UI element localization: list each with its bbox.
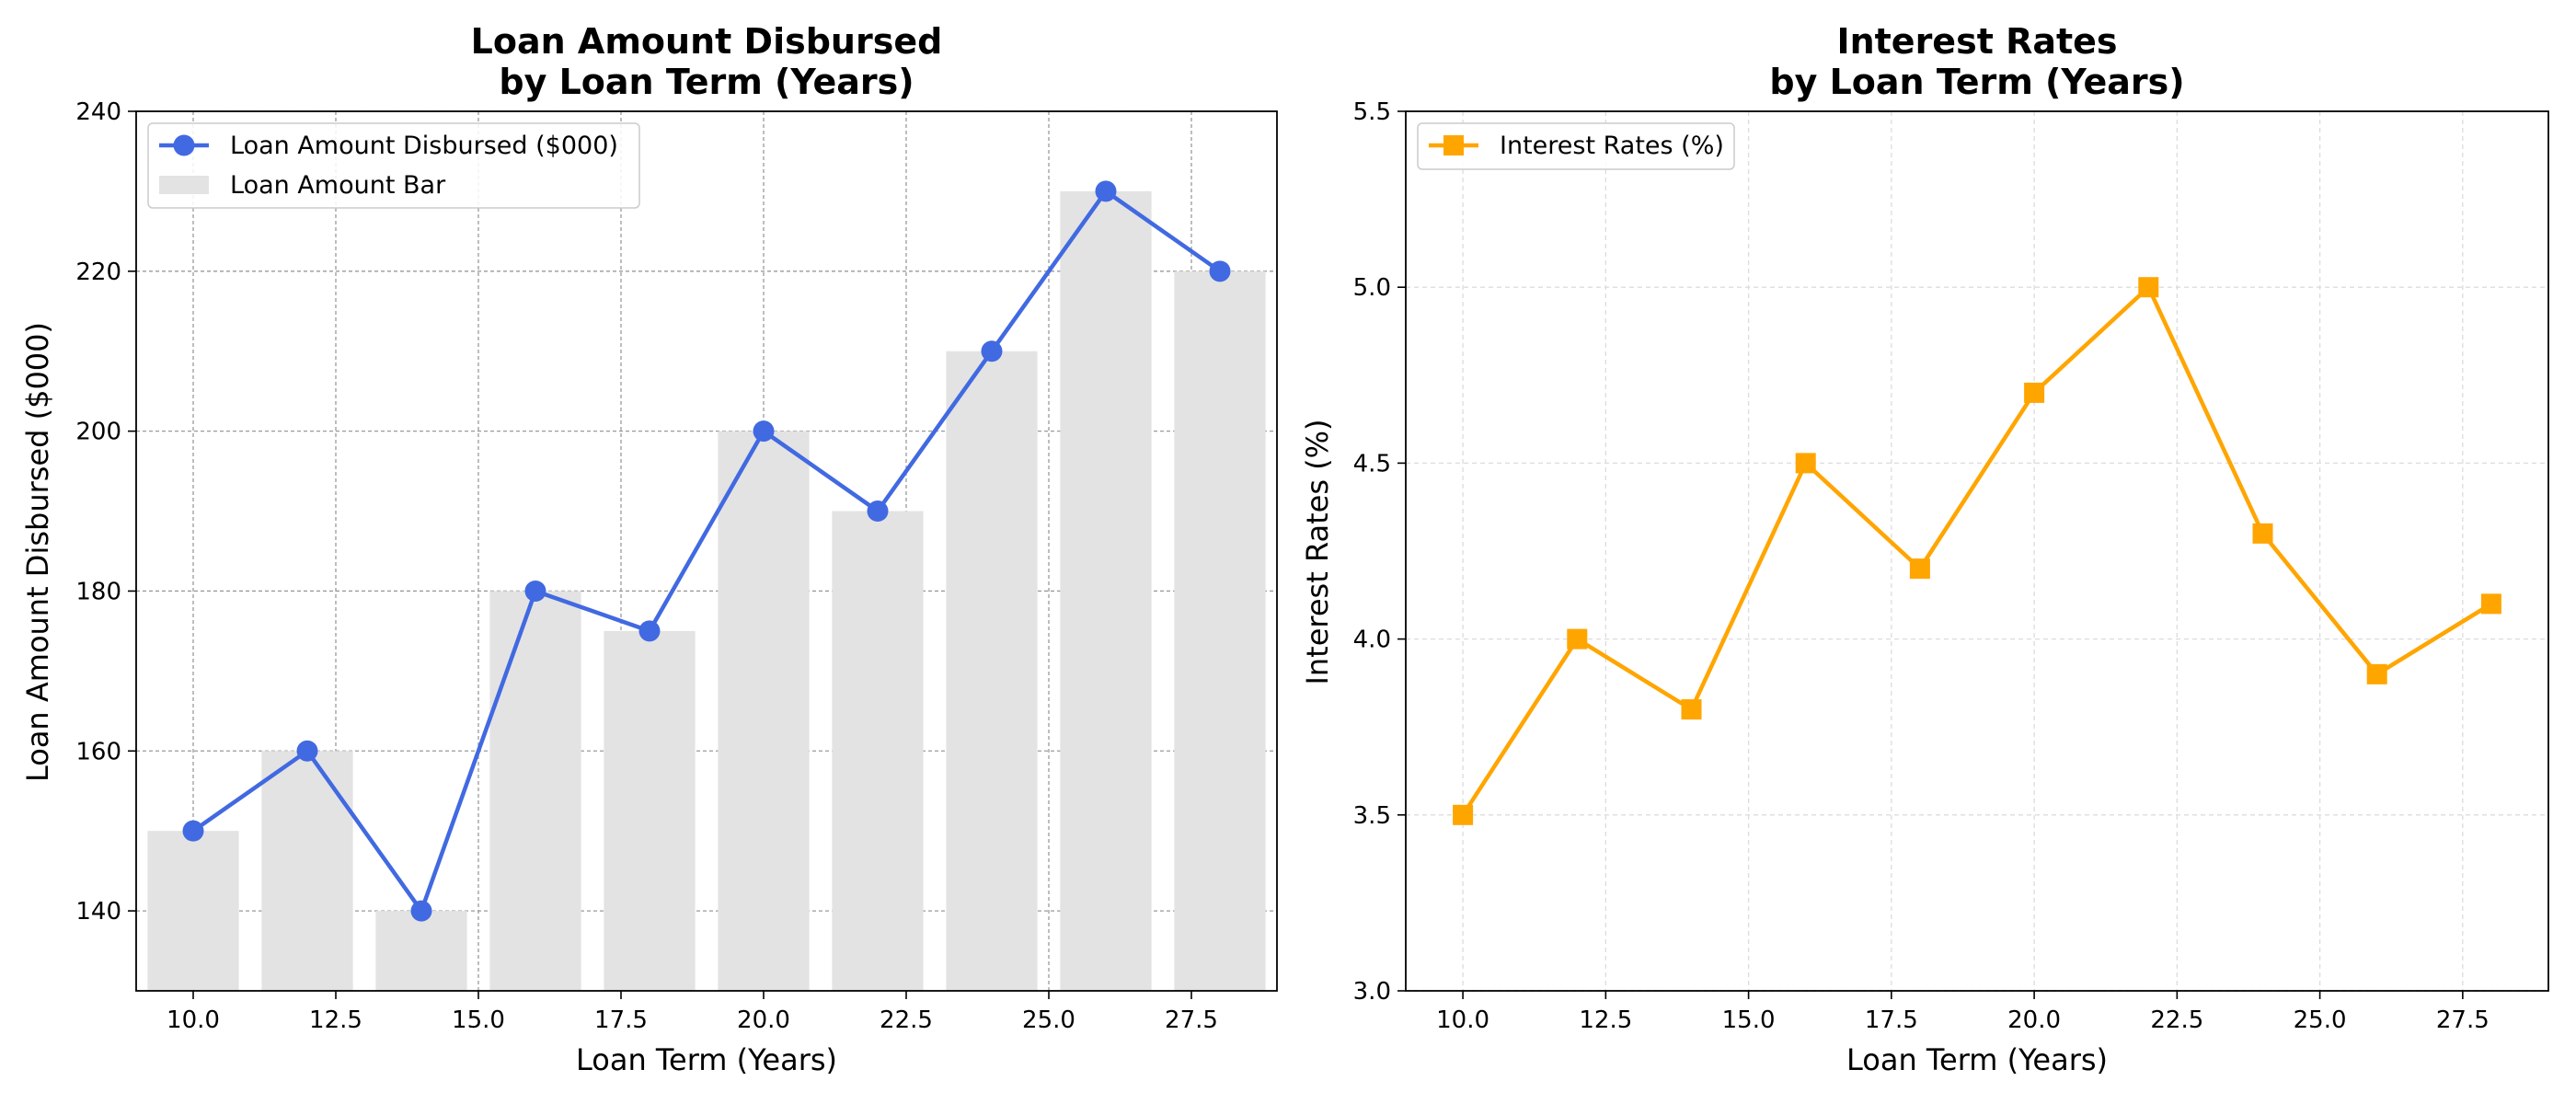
legend-box [147,122,640,209]
loan-amount-chart: Loan Amount Disbursed by Loan Term (Year… [20,21,1278,1077]
data-point [638,620,661,642]
data-point [1453,804,1474,825]
y-tick-label: 4.5 [1353,450,1391,477]
bar [1174,270,1266,991]
x-tick-label: 12.5 [1579,1006,1632,1034]
data-point [296,740,318,762]
x-ticks: 10.0 12.5 15.0 17.5 20.0 22.5 25.0 27.5 [167,991,1218,1034]
interest-rate-chart: Interest Rates by Loan Term (Years) Loan… [1300,21,2549,1077]
x-tick-label: 27.5 [2436,1006,2490,1034]
y-ticks: 140 160 180 200 220 240 [75,98,136,926]
y-tick-label: 200 [75,419,121,446]
y-tick-label: 5.5 [1353,98,1391,126]
data-point [1209,260,1231,282]
data-point [1567,628,1588,650]
data-point [2366,663,2387,684]
grid [1406,110,2548,992]
bar [946,351,1038,991]
series-lines [1461,284,2493,817]
x-tick-label: 12.5 [309,1006,362,1034]
x-tick-label: 10.0 [1436,1006,1489,1034]
legend: Interest Rates (%) [1417,122,1735,170]
plot-frame [1405,110,2549,992]
data-point [1095,180,1117,202]
x-tick-label: 15.0 [1722,1006,1776,1034]
x-tick-label: 22.5 [880,1006,933,1034]
legend-label: Loan Amount Disbursed ($000) [230,132,618,160]
bar [375,911,467,991]
data-point [1681,699,1702,720]
x-tick-label: 17.5 [1865,1006,1918,1034]
x-tick-label: 10.0 [167,1006,220,1034]
axes-frame [135,110,1278,992]
data-point [2252,523,2273,544]
bar [261,751,353,991]
series-line [1461,284,2493,817]
legend-swatch-marker [1443,135,1464,155]
y-tick-label: 220 [75,259,121,286]
legend-swatch [159,176,209,194]
data-point [867,500,889,523]
bar [718,431,810,991]
y-axis-label: Loan Amount Disbursed ($000) [20,322,55,782]
x-axis-label: Loan Term (Years) [1846,1042,2108,1077]
data-point [524,580,546,602]
legend-label: Interest Rates (%) [1500,132,1724,160]
data-point [2480,593,2501,615]
x-tick-label: 20.0 [2007,1006,2061,1034]
y-tick-label: 3.0 [1353,978,1391,1006]
y-tick-label: 3.5 [1353,802,1391,830]
chart-title-line-1: Interest Rates [1836,21,2117,62]
x-tick-label: 20.0 [737,1006,790,1034]
bar [604,630,696,991]
x-tick-label: 17.5 [594,1006,648,1034]
chart-title-line-2: by Loan Term (Years) [499,62,914,102]
data-point [1795,453,1816,474]
data-point [753,420,775,443]
x-tick-label: 25.0 [2294,1006,2347,1034]
series-markers [1453,277,2501,825]
legend-label: Loan Amount Bar [230,171,446,200]
y-tick-label: 5.0 [1353,274,1391,302]
chart-title-line-2: by Loan Term (Years) [1769,62,2184,102]
data-point [182,820,204,842]
axes-frame [1405,110,2549,992]
y-tick-label: 160 [75,738,121,765]
bar [147,831,239,991]
y-ticks: 3.0 3.5 4.0 4.5 5.0 5.5 [1353,98,1406,1006]
x-ticks: 10.0 12.5 15.0 17.5 20.0 22.5 25.0 27.5 [1436,991,2490,1034]
x-tick-label: 25.0 [1022,1006,1075,1034]
plot-frame [135,110,1278,992]
series-line [191,189,1222,914]
series-markers [182,180,1231,922]
chart-title-line-1: Loan Amount Disbursed [471,21,943,62]
data-point [981,340,1003,362]
x-tick-label: 27.5 [1165,1006,1218,1034]
data-point [1909,558,1930,580]
legend-box [1417,122,1735,170]
series-lines [191,189,1222,914]
bars [147,190,1266,992]
y-tick-label: 240 [75,98,121,126]
legend: Loan Amount Disbursed ($000) Loan Amount … [147,122,640,209]
y-tick-label: 4.0 [1353,627,1391,654]
bar [832,511,924,991]
x-tick-label: 15.0 [452,1006,505,1034]
y-tick-label: 180 [75,578,121,605]
data-point [2138,277,2159,298]
x-tick-label: 22.5 [2150,1006,2203,1034]
bar [1060,190,1152,992]
x-axis-label: Loan Term (Years) [576,1042,837,1077]
data-point [2024,382,2045,403]
legend-swatch-marker [173,134,195,156]
data-point [410,900,432,922]
y-axis-label: Interest Rates (%) [1300,419,1335,684]
bar [489,591,581,991]
y-tick-label: 140 [75,898,121,926]
